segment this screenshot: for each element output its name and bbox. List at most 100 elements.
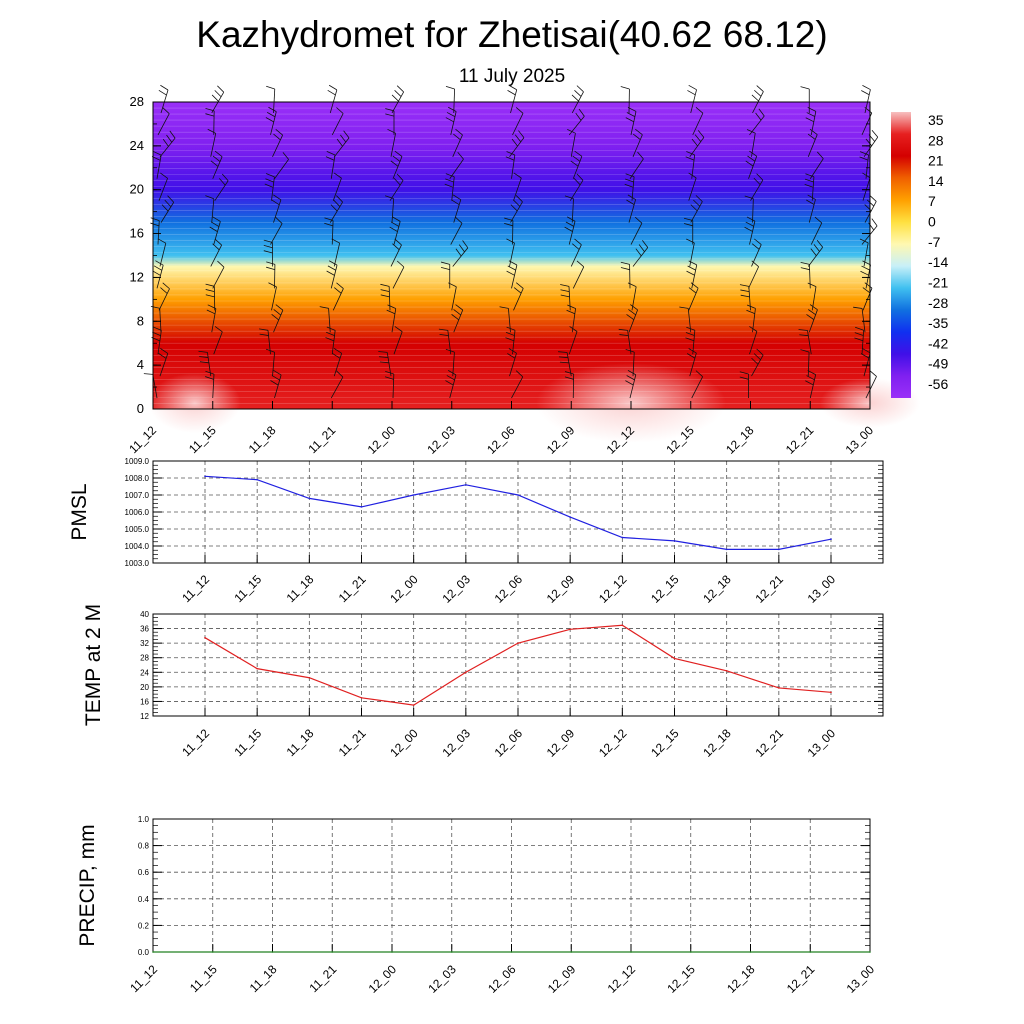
wind-barb <box>385 195 395 223</box>
x-tick-label: 12_12 <box>596 572 630 606</box>
wind-barb <box>807 282 817 311</box>
y-axis-title: TEMP at 2 M <box>82 604 105 726</box>
wind-barb <box>158 84 169 114</box>
wind-barb <box>860 348 871 377</box>
wind-barb <box>143 373 158 399</box>
data-point <box>271 951 274 953</box>
wind-barb <box>805 370 817 399</box>
y-axis: 1003.0 1004.0 1005.0 1006.0 1007.0 1008.0 1009… <box>125 457 883 568</box>
wind-barb <box>746 304 756 333</box>
wind-barb <box>568 326 578 355</box>
x-tick-label: 12_00 <box>387 572 421 606</box>
colorbar-label: -35 <box>928 315 948 331</box>
data-point <box>412 494 415 496</box>
y-tick-label: 1009.0 <box>125 457 150 466</box>
wind-barb <box>806 304 818 333</box>
wind-barb <box>686 260 698 289</box>
data-point <box>152 951 154 953</box>
wind-barb <box>205 283 216 311</box>
x-tick-label: 12_15 <box>648 572 682 606</box>
data-point <box>308 676 311 679</box>
colorbar-label: -7 <box>928 234 941 250</box>
wind-barb <box>270 217 283 245</box>
heatmap-y-axis: 0 4 8 12 16 20 24 28 <box>130 94 870 416</box>
minor-ticks <box>153 818 870 953</box>
data-point <box>749 951 752 953</box>
data-point <box>778 687 780 689</box>
wind-barb <box>805 107 817 135</box>
x-tick-label: 11_12 <box>179 726 212 759</box>
wind-barb <box>686 348 697 377</box>
wind-barb <box>864 194 877 223</box>
data-point <box>211 951 214 953</box>
wind-barb <box>745 150 758 179</box>
colorbar: 35 28 21 14 7 0 -7 -14 -21 -28 -35 -42 -49 -56 <box>891 112 948 398</box>
wind-barb <box>865 370 877 399</box>
wind-barb <box>626 194 636 223</box>
data-point <box>778 548 780 551</box>
y-tick-label: 1.0 <box>138 815 150 824</box>
colorbar-label: -14 <box>928 254 948 270</box>
wind-barb <box>390 150 403 179</box>
y-tick-label: 0.2 <box>138 921 150 930</box>
data-point <box>360 506 363 508</box>
data-point <box>621 536 624 539</box>
x-tick-label: 11_21 <box>306 423 339 456</box>
wind-barb <box>390 238 402 267</box>
x-tick-label: 11_12 <box>127 962 160 995</box>
wind-barb <box>507 84 518 114</box>
wind-barb <box>513 282 524 311</box>
y-axis-title: PMSL <box>68 483 91 540</box>
x-tick-label: 12_18 <box>700 572 734 606</box>
wind-barb <box>505 326 516 355</box>
wind-barb <box>509 130 525 158</box>
data-point <box>331 951 334 953</box>
wind-barb <box>150 306 162 333</box>
wind-barb <box>810 216 823 245</box>
y-tick-label: 1006.0 <box>125 508 150 517</box>
grid-lines <box>152 818 871 953</box>
wind-barb <box>632 240 649 267</box>
wind-barb <box>624 173 635 201</box>
y-tick-label: 20 <box>140 683 149 692</box>
wind-barb <box>558 351 572 377</box>
wind-barb <box>268 282 277 311</box>
x-tick-label: 12_15 <box>664 962 698 996</box>
data-point <box>204 636 206 639</box>
wind-barb <box>625 370 637 399</box>
wind-barb <box>207 128 217 157</box>
wind-barb <box>739 371 749 399</box>
wind-barb <box>809 151 824 179</box>
wind-barb <box>392 260 405 289</box>
wind-barb <box>804 173 815 201</box>
wind-barb <box>499 306 511 333</box>
wind-barb <box>505 151 516 179</box>
wind-barb <box>263 239 273 267</box>
chart-title: Kazhydromet for Zhetisai(40.62 68.12) <box>196 14 828 55</box>
wind-barb <box>212 260 225 289</box>
x-tick-label: 12_03 <box>425 962 459 996</box>
wind-barb <box>325 151 336 179</box>
wind-barb <box>210 238 223 267</box>
y-tick-label: 12 <box>130 269 144 284</box>
wind-barb <box>327 84 338 114</box>
wind-barb <box>512 107 524 136</box>
wind-barb <box>751 238 762 267</box>
wind-barb <box>566 304 576 333</box>
data-point <box>360 696 363 699</box>
data-point <box>256 478 258 481</box>
wind-barb <box>807 128 818 157</box>
wind-barb <box>265 106 277 135</box>
y-tick-label: 28 <box>130 94 144 109</box>
data-point <box>465 671 467 674</box>
colorbar-label: -28 <box>928 295 948 311</box>
wind-barb <box>326 260 338 289</box>
wind-barb <box>450 216 463 245</box>
x-tick-label: 12_12 <box>596 726 630 760</box>
wind-barb <box>800 86 810 113</box>
wind-barb <box>440 261 451 289</box>
wind-barb <box>158 172 168 201</box>
wind-barb <box>620 261 631 289</box>
chart-subtitle: 11 July 2025 <box>458 66 566 87</box>
wind-barb <box>259 328 271 355</box>
